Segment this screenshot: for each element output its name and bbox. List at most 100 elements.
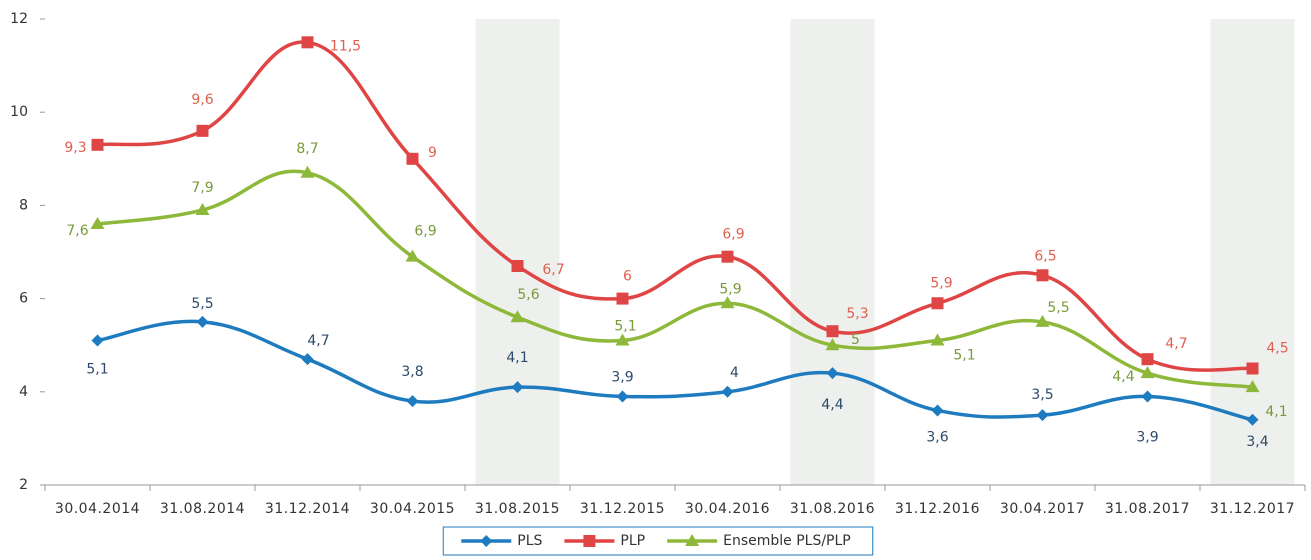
value-label: 11,5 <box>330 38 361 54</box>
marker <box>406 152 419 165</box>
value-label: 3,9 <box>1136 429 1158 445</box>
value-label: 6,5 <box>1034 248 1056 264</box>
y-tick-label: 2 <box>19 477 28 493</box>
x-tick-label: 31.08.2014 <box>160 501 245 517</box>
value-label: 9 <box>428 145 437 161</box>
marker <box>720 296 735 309</box>
highlight-band <box>790 19 875 485</box>
series-line <box>97 40 1253 372</box>
marker <box>826 367 839 380</box>
marker <box>615 333 630 346</box>
value-label: 6,7 <box>542 262 564 278</box>
marker <box>1246 413 1259 426</box>
value-label: 6,9 <box>722 227 744 243</box>
marker <box>583 535 596 547</box>
x-tick-label: 30.04.2015 <box>370 501 455 517</box>
marker <box>406 395 419 408</box>
x-tick-label: 30.04.2017 <box>1000 501 1085 517</box>
marker <box>931 404 944 417</box>
value-label: 4,4 <box>1112 369 1134 385</box>
marker <box>1036 269 1049 282</box>
marker <box>825 338 840 351</box>
value-label: 3,8 <box>401 364 423 380</box>
marker <box>1246 362 1259 375</box>
value-label: 5,1 <box>953 348 975 364</box>
series: 9,3 9,6 11,5 9 6,7 6 6,9 5,3 5,9 6,5 4,7 4,5 <box>64 36 1289 375</box>
series-line <box>97 169 1253 389</box>
marker <box>826 325 839 338</box>
marker <box>91 334 104 347</box>
marker <box>1141 390 1154 403</box>
series-line <box>97 319 1253 422</box>
value-label: 3,6 <box>926 429 948 445</box>
value-label: 5,1 <box>614 319 636 335</box>
marker <box>195 203 210 216</box>
value-label: 4,5 <box>1266 341 1288 357</box>
marker <box>511 381 524 394</box>
value-label: 9,3 <box>64 140 86 156</box>
marker <box>91 138 104 151</box>
marker <box>1140 366 1155 379</box>
value-label: 5 <box>851 332 860 348</box>
x-tick-label: 31.12.2017 <box>1210 501 1295 517</box>
value-label: 3,5 <box>1031 387 1053 403</box>
value-label: 5,1 <box>86 362 108 378</box>
marker <box>300 165 315 178</box>
marker <box>1036 409 1049 422</box>
marker <box>480 535 493 547</box>
highlight-band <box>1210 19 1295 485</box>
y-tick-label: 6 <box>19 291 28 307</box>
marker <box>616 390 629 403</box>
legend-box <box>442 526 874 556</box>
value-label: 9,6 <box>191 92 213 108</box>
legend: PLS PLP Ensemble PLS/PLP <box>442 526 874 556</box>
marker <box>616 292 629 305</box>
value-label: 5,9 <box>719 281 741 297</box>
marker <box>301 353 314 366</box>
y-tick-label: 10 <box>10 104 28 120</box>
x-tick-label: 31.08.2016 <box>790 501 875 517</box>
marker <box>301 36 314 49</box>
marker <box>721 250 734 263</box>
value-label: 5,9 <box>930 275 952 291</box>
value-label: 4,1 <box>506 350 528 366</box>
value-label: 5,3 <box>846 306 868 322</box>
x-tick-label: 31.12.2016 <box>895 501 980 517</box>
x-tick-label: 31.12.2015 <box>580 501 665 517</box>
value-label: 4,1 <box>1265 404 1287 420</box>
value-label: 4,7 <box>307 333 329 349</box>
marker <box>1245 380 1260 393</box>
series: 7,6 7,9 8,7 6,9 5,6 5,1 5,9 5 5,1 5,5 4,4 4,1 <box>66 141 1287 420</box>
marker <box>931 297 944 310</box>
x-tick-label: 31.12.2014 <box>265 501 350 517</box>
marker <box>721 385 734 398</box>
value-label: 4,4 <box>821 397 843 413</box>
marker <box>511 259 524 272</box>
highlight-band <box>475 19 560 485</box>
value-label: 6,9 <box>414 224 436 240</box>
marker <box>685 534 700 546</box>
marker <box>1141 353 1154 366</box>
value-label: 5,5 <box>191 296 213 312</box>
value-label: 5,5 <box>1047 300 1069 316</box>
x-tick-label: 31.08.2017 <box>1105 501 1190 517</box>
x-tick-label: 30.04.2014 <box>55 501 140 517</box>
value-label: 4,7 <box>1165 336 1187 352</box>
marker <box>90 217 105 230</box>
y-tick-label: 4 <box>19 384 28 400</box>
y-tick-label: 8 <box>19 197 28 213</box>
marker <box>930 333 945 346</box>
series: 5,1 5,5 4,7 3,8 4,1 3,9 4 4,4 3,6 3,5 3,9 3,4 <box>86 296 1268 450</box>
value-label: 3,4 <box>1246 434 1268 450</box>
value-label: 4 <box>730 365 739 381</box>
marker <box>196 315 209 328</box>
value-label: 7,6 <box>66 223 88 239</box>
x-tick-label: 31.08.2015 <box>475 501 560 517</box>
x-tick-label: 30.04.2016 <box>685 501 770 517</box>
y-tick-label: 12 <box>10 11 28 27</box>
marker <box>510 310 525 323</box>
legend-label: PLS <box>517 533 542 549</box>
value-label: 5,6 <box>517 287 539 303</box>
